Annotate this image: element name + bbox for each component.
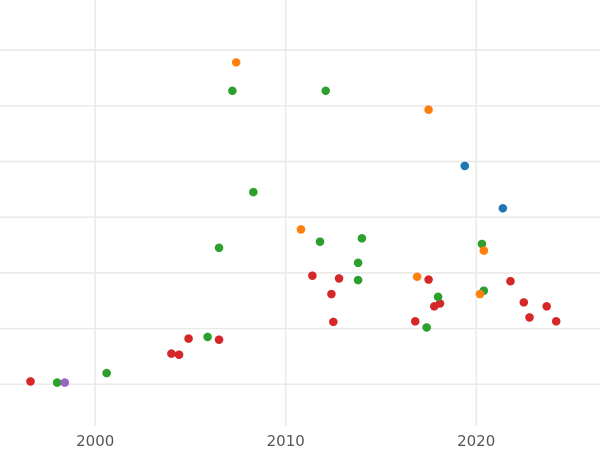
point-s3-1 xyxy=(498,203,508,213)
y-gridlines xyxy=(0,49,600,385)
point-s0-17 xyxy=(551,317,561,326)
point-s1-13 xyxy=(477,239,487,249)
point-s0-7 xyxy=(329,317,338,327)
point-s2-2 xyxy=(412,272,422,282)
point-s2-1 xyxy=(296,225,306,234)
point-s0-14 xyxy=(519,298,529,307)
point-s1-4 xyxy=(228,86,237,96)
point-s1-3 xyxy=(214,243,224,253)
x-tick-label-2: 2020 xyxy=(457,432,495,450)
point-s0-1 xyxy=(167,349,176,358)
point-s1-1 xyxy=(102,368,111,378)
point-s1-2 xyxy=(203,332,212,342)
point-s1-0 xyxy=(52,378,62,387)
point-s3-0 xyxy=(460,161,470,171)
point-s1-9 xyxy=(353,275,363,285)
point-s0-5 xyxy=(308,271,317,280)
point-s1-5 xyxy=(249,187,258,197)
point-s2-5 xyxy=(479,246,489,255)
point-s1-10 xyxy=(357,234,367,243)
point-s4-0 xyxy=(60,378,70,387)
point-s1-12 xyxy=(433,292,443,302)
point-s0-4 xyxy=(214,335,224,344)
point-s2-3 xyxy=(424,105,433,115)
x-tick-labels: 2000 2010 2020 xyxy=(76,432,495,450)
point-s0-10 xyxy=(424,275,433,284)
point-s0-13 xyxy=(506,276,515,286)
point-s0-15 xyxy=(525,313,534,322)
point-s0-3 xyxy=(184,334,193,343)
x-gridlines xyxy=(94,0,477,426)
point-s1-7 xyxy=(321,86,331,96)
point-s0-9 xyxy=(410,317,420,326)
data-points xyxy=(26,58,561,387)
point-s1-8 xyxy=(353,258,363,268)
point-s0-8 xyxy=(334,274,344,283)
point-s1-11 xyxy=(422,323,431,332)
point-s1-6 xyxy=(315,237,325,246)
point-s0-2 xyxy=(174,350,184,360)
point-s2-0 xyxy=(231,58,241,67)
x-tick-label-1: 2010 xyxy=(267,432,305,450)
point-s0-0 xyxy=(26,377,35,386)
point-s0-6 xyxy=(327,289,336,299)
point-s0-16 xyxy=(542,301,551,311)
point-s0-12 xyxy=(435,299,445,308)
x-tick-label-0: 2000 xyxy=(76,432,114,450)
point-s2-4 xyxy=(475,289,485,299)
